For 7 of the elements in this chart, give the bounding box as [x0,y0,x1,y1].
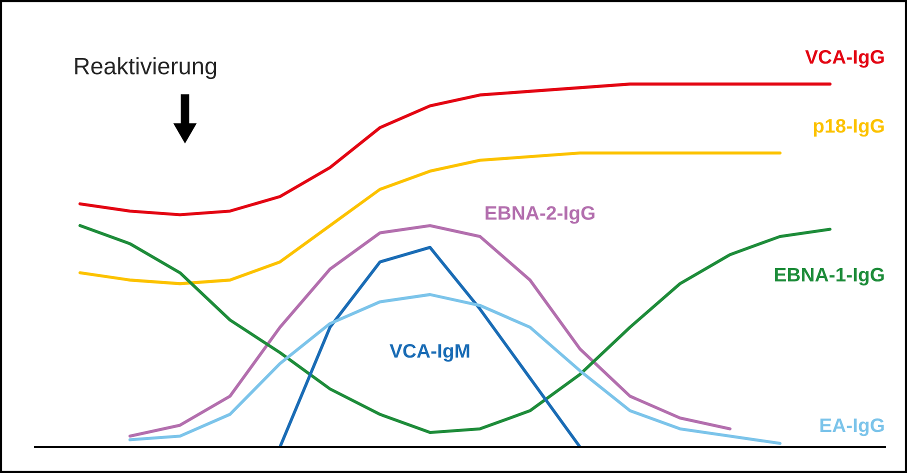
series-label: EBNA-1-IgG [775,268,884,286]
series-label: VCA-IgM [390,344,470,362]
series-label: p18-IgG [814,118,884,137]
text: EA-IgG [820,418,884,436]
text: Reaktivierung [75,57,216,80]
series-label: VCA-IgG [805,50,884,68]
series-label: EBNA-2-IgG [486,206,594,224]
